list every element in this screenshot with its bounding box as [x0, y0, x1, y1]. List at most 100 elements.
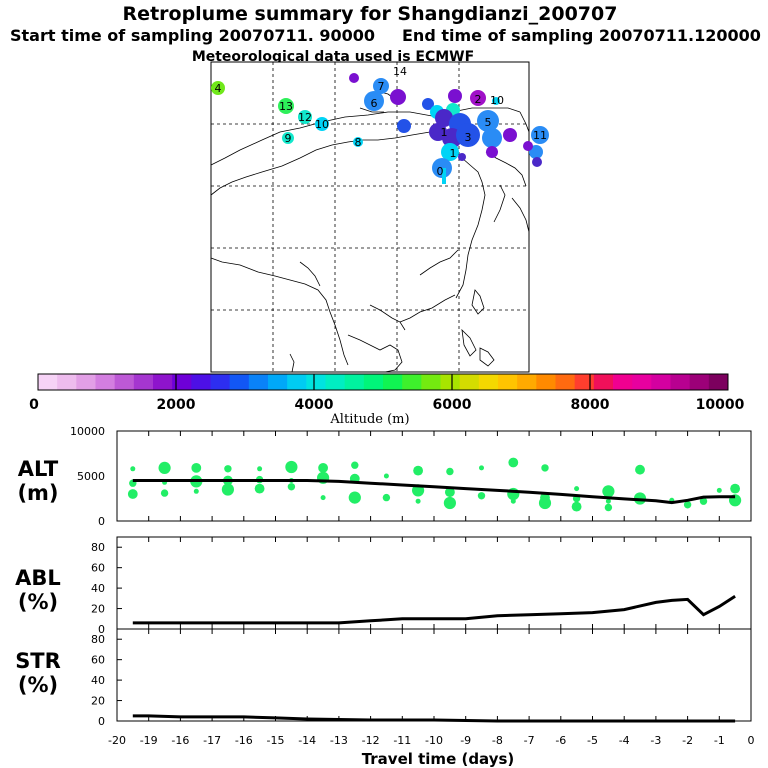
x-tick-label: -19: [140, 734, 158, 747]
alt-scatter-point: [287, 483, 296, 491]
map-label: 3: [465, 131, 472, 144]
x-tick-label: -16: [235, 734, 253, 747]
map-frame: [210, 61, 530, 373]
y-tick-label: 20: [91, 603, 105, 616]
alt-scatter-point: [158, 461, 171, 474]
x-tick-label: -3: [650, 734, 661, 747]
alt-scatter-point: [508, 457, 519, 468]
colorbar-cell: [363, 374, 384, 390]
alt-scatter-point: [221, 483, 234, 496]
alt-scatter-point: [443, 496, 456, 510]
map-marker: [278, 98, 294, 114]
map-marker: [492, 97, 500, 105]
colorbar-cell: [498, 374, 518, 390]
y-tick-label: 20: [91, 695, 105, 708]
colorbar-cell: [478, 374, 499, 390]
colorbar-cell: [57, 374, 77, 390]
map-marker: [397, 119, 411, 133]
abl-frame: [116, 536, 752, 630]
map-label: 13: [279, 100, 293, 113]
map-marker: [529, 145, 543, 159]
alt-scatter-point: [257, 466, 263, 472]
str-axis-ticks: [116, 629, 752, 721]
map-marker: [298, 110, 312, 124]
alt-scatter-point: [538, 496, 552, 510]
alt-scatter-point: [477, 492, 486, 500]
map-marker: [448, 89, 462, 103]
alt-ytick: 10000: [70, 425, 105, 438]
map-marker-labels: 0 1 1 2 3 4 5 6 7 8 9 10 10 11 12 13 14: [215, 65, 548, 178]
x-tick-label: -6: [555, 734, 566, 747]
colorbar-cell: [536, 374, 556, 390]
alt-scatter-point: [285, 460, 298, 474]
alt-scatter-point: [318, 463, 328, 473]
x-tick-label: -12: [362, 734, 380, 747]
map-label: 8: [355, 136, 362, 149]
colorbar-tick: 0: [29, 397, 39, 413]
map-marker: [477, 110, 499, 132]
map-coastlines: [210, 90, 530, 373]
map-marker: [282, 132, 294, 144]
title-meteo: Meteorological data used is ECMWF: [192, 49, 474, 65]
map-marker: [211, 81, 225, 95]
alt-panel: ALT (m) 0 5000 10000: [17, 425, 752, 528]
x-tick-label: -15: [267, 734, 285, 747]
abl-panel: ABL (%) 0 20 40 60 80: [15, 536, 752, 636]
colorbar-cell: [651, 374, 671, 390]
colorbar-cell: [133, 374, 154, 390]
alt-panel-label: ALT: [18, 457, 59, 481]
title-start-time: Start time of sampling 20070711. 90000: [10, 26, 375, 45]
str-yticks: 0 20 40 60 80: [91, 633, 122, 728]
colorbar-cell: [172, 374, 192, 390]
x-tick-label: -16: [171, 734, 189, 747]
map-markers: [211, 73, 549, 184]
alt-scatter-point: [574, 486, 580, 492]
alt-scatter-point: [320, 495, 326, 501]
alt-scatter-point: [160, 489, 169, 497]
colorbar-cells: [38, 374, 729, 390]
abl-yticks: 0 20 40 60 80: [91, 541, 122, 636]
x-tick-label: -11: [393, 734, 411, 747]
colorbar-cell: [613, 374, 633, 390]
map-marker: [349, 73, 359, 83]
map-marker: [390, 89, 406, 105]
colorbar-cell: [632, 374, 652, 390]
map-marker: [503, 128, 517, 142]
colorbar-cell: [440, 374, 461, 390]
map-marker: [470, 90, 486, 106]
str-panel-label: STR: [15, 649, 61, 673]
x-tick-label: 0: [748, 734, 755, 747]
alt-scatter-point: [348, 491, 361, 504]
x-axis-tick-labels: -20 -19 -16 -17 -16 -15 -14 -13 -12 -11 -10 -9 -8 -7-…: [108, 734, 754, 747]
str-panel-unit: (%): [18, 673, 58, 697]
alt-scatter-point: [699, 497, 708, 505]
x-tick-label: -2: [682, 734, 693, 747]
colorbar-cell: [191, 374, 211, 390]
colorbar-tick: 8000: [571, 397, 610, 413]
alt-scatter-point: [224, 465, 232, 473]
colorbar-cell: [229, 374, 250, 390]
y-tick-label: 0: [98, 623, 105, 636]
map-marker: [353, 137, 363, 147]
alt-scatter-point: [383, 473, 389, 479]
colorbar-frame: [37, 373, 729, 391]
colorbar-cell: [421, 374, 441, 390]
colorbar-cell: [459, 374, 480, 390]
abl-axis-ticks: [116, 537, 752, 629]
x-tick-label: -20: [108, 734, 126, 747]
y-tick-label: 60: [91, 562, 105, 575]
map-label: 14: [393, 65, 407, 78]
alt-scatter-point: [571, 501, 582, 512]
alt-ytick: 0: [98, 515, 105, 528]
x-tick-label: -1: [714, 734, 725, 747]
colorbar-cell: [153, 374, 173, 390]
alt-scatter-point: [635, 464, 645, 475]
map-marker: [435, 109, 453, 127]
map-marker: [364, 91, 384, 111]
colorbar-cell: [383, 374, 403, 390]
x-tick-label: -10: [425, 734, 443, 747]
colorbar-cell: [670, 374, 691, 390]
map-label: 10: [315, 118, 329, 131]
alt-scatter-point: [413, 465, 423, 476]
map-marker: [315, 117, 329, 131]
